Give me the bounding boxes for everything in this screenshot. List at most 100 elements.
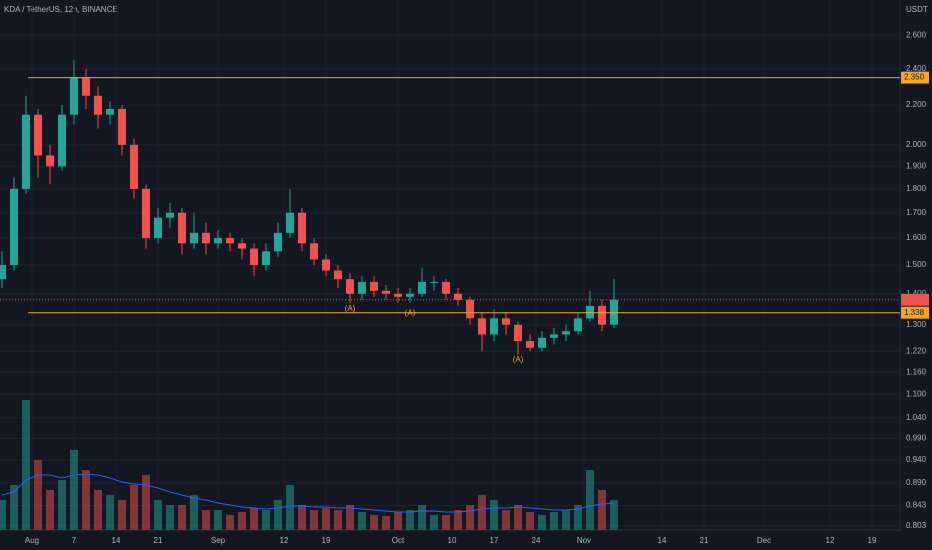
x-tick-label: 19	[322, 536, 331, 545]
volume-bar	[333, 510, 342, 530]
candle-body	[33, 114, 42, 156]
volume-bar	[93, 490, 102, 530]
candle-body	[357, 282, 366, 294]
volume-bar	[237, 512, 246, 530]
volume-bar	[117, 500, 126, 530]
volume-bar	[225, 515, 234, 530]
volume-bar	[213, 510, 222, 530]
volume-bar	[561, 510, 570, 530]
volume-bar	[573, 505, 582, 530]
volume-bar	[381, 516, 390, 530]
x-tick-label: 21	[154, 536, 163, 545]
volume-bar	[9, 485, 18, 530]
y-tick-label: 1.100	[906, 390, 927, 399]
candle-body	[441, 282, 450, 294]
volume-ma-line	[1, 473, 615, 513]
candle-body	[93, 95, 102, 115]
last-price-box	[901, 293, 929, 306]
volume-bar	[129, 485, 138, 530]
candle-body	[237, 243, 246, 249]
candle-body	[81, 77, 90, 96]
y-tick-label: 0.843	[906, 501, 927, 510]
candle-body	[213, 238, 222, 244]
candle-body	[453, 293, 462, 300]
x-tick-label: 14	[658, 536, 667, 545]
candle-body	[429, 282, 438, 284]
annotation: (A)	[345, 304, 356, 313]
volume-bar	[369, 515, 378, 530]
volume-bar	[33, 460, 42, 530]
candle-body	[345, 279, 354, 294]
x-tick-label: Sep	[211, 536, 226, 545]
y-tick-label: 0.890	[906, 478, 927, 487]
candle-body	[153, 217, 162, 239]
volume-bar	[393, 512, 402, 530]
candle-body	[225, 238, 234, 244]
candle-body	[57, 114, 66, 167]
volume-bar	[513, 505, 522, 530]
volume-bar	[273, 500, 282, 530]
volume-bar	[549, 512, 558, 530]
candle-body	[141, 188, 150, 239]
volume-bar	[249, 508, 258, 530]
volume-bar	[465, 505, 474, 530]
annotation: (A)	[513, 355, 524, 364]
y-tick-label: 1.900	[906, 161, 927, 170]
candle-body	[21, 114, 30, 189]
volume-bar	[405, 510, 414, 530]
y-tick-label: 1.500	[906, 260, 927, 269]
volume-bar	[81, 470, 90, 530]
volume-bar	[105, 495, 114, 530]
candle-body	[501, 318, 510, 325]
y-tick-label: 1.700	[906, 208, 927, 217]
y-axis-label: USDT	[906, 5, 928, 14]
volume-bar	[297, 505, 306, 530]
candle-body	[177, 212, 186, 244]
x-tick-label: 19	[868, 536, 877, 545]
candle-body	[297, 212, 306, 244]
candle-body	[573, 318, 582, 332]
candle-body	[525, 341, 534, 348]
chart-title: KDA / TetherUS, 12h, BINANCE	[4, 5, 118, 14]
x-tick-label: 7	[72, 536, 77, 545]
volume-bar	[357, 512, 366, 530]
y-tick-label: 0.940	[906, 455, 927, 464]
y-tick-label: 2.400	[906, 64, 927, 73]
volume-bar	[69, 450, 78, 530]
candle-body	[321, 259, 330, 271]
candle-body	[117, 108, 126, 145]
y-tick-label: 1.800	[906, 184, 927, 193]
candle-body	[69, 77, 78, 115]
candle-body	[0, 264, 6, 280]
level-label: 2.350	[904, 73, 925, 82]
candle-body	[549, 334, 558, 338]
candle-body	[285, 212, 294, 233]
volume-bar	[441, 515, 450, 530]
volume-bar	[57, 480, 66, 530]
volume-bar	[201, 510, 210, 530]
candle-body	[201, 232, 210, 244]
x-tick-label: 14	[112, 536, 121, 545]
level-label-box	[901, 71, 929, 84]
x-tick-label: 12	[280, 536, 289, 545]
x-tick-label: 21	[700, 536, 709, 545]
volume-bar	[417, 505, 426, 530]
volume-bar	[189, 495, 198, 530]
candle-body	[273, 232, 282, 252]
y-tick-label: 1.400	[906, 289, 927, 298]
level-label: 1.338	[904, 308, 925, 317]
candle-body	[9, 188, 18, 265]
candle-body	[537, 337, 546, 348]
candle-body	[369, 282, 378, 291]
x-tick-label: Oct	[392, 536, 405, 545]
volume-bar	[597, 490, 606, 530]
annotation: (A)	[405, 309, 416, 318]
volume-bar	[309, 510, 318, 530]
candle-body	[489, 318, 498, 335]
candle-body	[381, 290, 390, 294]
candle-body	[165, 212, 174, 218]
y-tick-label: 1.300	[906, 320, 927, 329]
volume-bar	[501, 510, 510, 530]
volume-bar	[0, 500, 6, 530]
